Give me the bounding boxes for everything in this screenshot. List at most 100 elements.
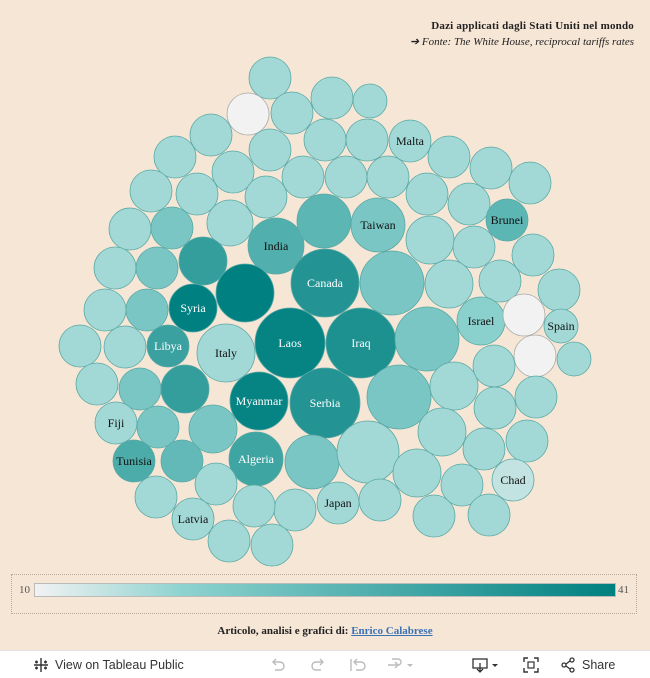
bubble-circle[interactable]	[248, 128, 292, 172]
bubble-circle[interactable]	[129, 169, 173, 213]
bubble[interactable]	[405, 172, 449, 216]
bubble[interactable]	[358, 478, 402, 522]
bubble[interactable]	[469, 146, 513, 190]
bubble-circle[interactable]	[472, 344, 516, 388]
bubble[interactable]	[537, 268, 581, 312]
bubble-circle[interactable]	[511, 233, 555, 277]
bubble-circle[interactable]	[405, 215, 455, 265]
bubble[interactable]	[58, 324, 102, 368]
bubble-circle[interactable]	[412, 494, 456, 538]
bubble[interactable]	[211, 150, 255, 194]
bubble[interactable]	[359, 250, 425, 316]
bubble-circle[interactable]	[108, 207, 152, 251]
bubble[interactable]	[284, 434, 340, 490]
bubble-circle[interactable]	[485, 198, 529, 242]
bubble[interactable]	[505, 419, 549, 463]
download-button[interactable]	[472, 651, 502, 678]
bubble-circle[interactable]	[250, 523, 294, 567]
bubble-circle[interactable]	[247, 217, 305, 275]
bubble-circle[interactable]	[160, 364, 210, 414]
bubble-syria[interactable]: Syria	[168, 283, 218, 333]
bubble-circle[interactable]	[270, 91, 314, 135]
bubble[interactable]	[125, 288, 169, 332]
bubble[interactable]	[250, 523, 294, 567]
bubble[interactable]	[473, 386, 517, 430]
bubble-circle[interactable]	[196, 323, 256, 383]
bubble-circle[interactable]	[226, 92, 270, 136]
bubble[interactable]	[136, 405, 180, 449]
bubble-circle[interactable]	[427, 135, 471, 179]
bubble-circle[interactable]	[171, 497, 215, 541]
bubble-circle[interactable]	[366, 364, 432, 430]
bubble-circle[interactable]	[440, 463, 484, 507]
bubble[interactable]	[472, 344, 516, 388]
bubble[interactable]	[424, 259, 474, 309]
bubble-circle[interactable]	[352, 83, 388, 119]
fullscreen-button[interactable]	[523, 651, 539, 678]
bubble-circle[interactable]	[429, 361, 479, 411]
bubble-circle[interactable]	[103, 325, 147, 369]
bubble-circle[interactable]	[211, 150, 255, 194]
bubble-circle[interactable]	[513, 334, 557, 378]
bubble-circle[interactable]	[118, 367, 162, 411]
bubble-circle[interactable]	[215, 263, 275, 323]
bubble-circle[interactable]	[447, 182, 491, 226]
refresh-button[interactable]	[386, 651, 416, 678]
bubble[interactable]	[108, 207, 152, 251]
bubble[interactable]	[103, 325, 147, 369]
bubble[interactable]	[513, 334, 557, 378]
bubble-circle[interactable]	[388, 119, 432, 163]
bubble-circle[interactable]	[189, 113, 233, 157]
bubble[interactable]	[429, 361, 479, 411]
bubble-circle[interactable]	[469, 146, 513, 190]
bubble[interactable]	[427, 135, 471, 179]
bubble-circle[interactable]	[160, 439, 204, 483]
bubble-circle[interactable]	[146, 324, 190, 368]
bubble-circle[interactable]	[93, 246, 137, 290]
bubble-circle[interactable]	[281, 155, 325, 199]
bubble[interactable]	[394, 306, 460, 372]
bubble[interactable]	[417, 407, 467, 457]
bubble-spain[interactable]: Spain	[543, 308, 579, 344]
bubble-circle[interactable]	[491, 458, 535, 502]
bubble[interactable]	[366, 155, 410, 199]
bubble[interactable]	[178, 236, 228, 286]
bubble-circle[interactable]	[188, 404, 238, 454]
bubble-circle[interactable]	[112, 439, 156, 483]
bubble-circle[interactable]	[366, 155, 410, 199]
bubble-serbia[interactable]: Serbia	[289, 367, 361, 439]
undo-button[interactable]	[270, 651, 286, 678]
bubble-circle[interactable]	[543, 308, 579, 344]
bubble[interactable]	[93, 246, 137, 290]
bubble[interactable]	[452, 225, 496, 269]
bubble[interactable]	[215, 263, 275, 323]
bubble[interactable]	[352, 83, 388, 119]
bubble-circle[interactable]	[462, 427, 506, 471]
bubble[interactable]	[502, 293, 546, 337]
bubble-circle[interactable]	[424, 259, 474, 309]
bubble[interactable]	[188, 404, 238, 454]
bubble-latvia[interactable]: Latvia	[171, 497, 215, 541]
redo-button[interactable]	[310, 651, 326, 678]
bubble-tunisia[interactable]: Tunisia	[112, 439, 156, 483]
bubble[interactable]	[303, 118, 347, 162]
view-on-tableau-button[interactable]: View on Tableau Public	[33, 651, 184, 678]
bubble-circle[interactable]	[359, 250, 425, 316]
bubble[interactable]	[366, 364, 432, 430]
bubble[interactable]	[160, 439, 204, 483]
revert-button[interactable]	[349, 651, 367, 678]
bubble[interactable]	[296, 193, 352, 249]
bubble-circle[interactable]	[229, 371, 289, 431]
bubble[interactable]	[83, 288, 127, 332]
bubble-circle[interactable]	[194, 462, 238, 506]
author-link[interactable]: Enrico Calabrese	[351, 625, 433, 637]
bubble-circle[interactable]	[254, 307, 326, 379]
bubble-circle[interactable]	[273, 488, 317, 532]
bubble[interactable]	[226, 92, 270, 136]
bubble[interactable]	[281, 155, 325, 199]
bubble[interactable]	[244, 175, 288, 219]
bubble-circle[interactable]	[168, 283, 218, 333]
bubble[interactable]	[514, 375, 558, 419]
bubble[interactable]	[248, 56, 292, 100]
bubble[interactable]	[508, 161, 552, 205]
